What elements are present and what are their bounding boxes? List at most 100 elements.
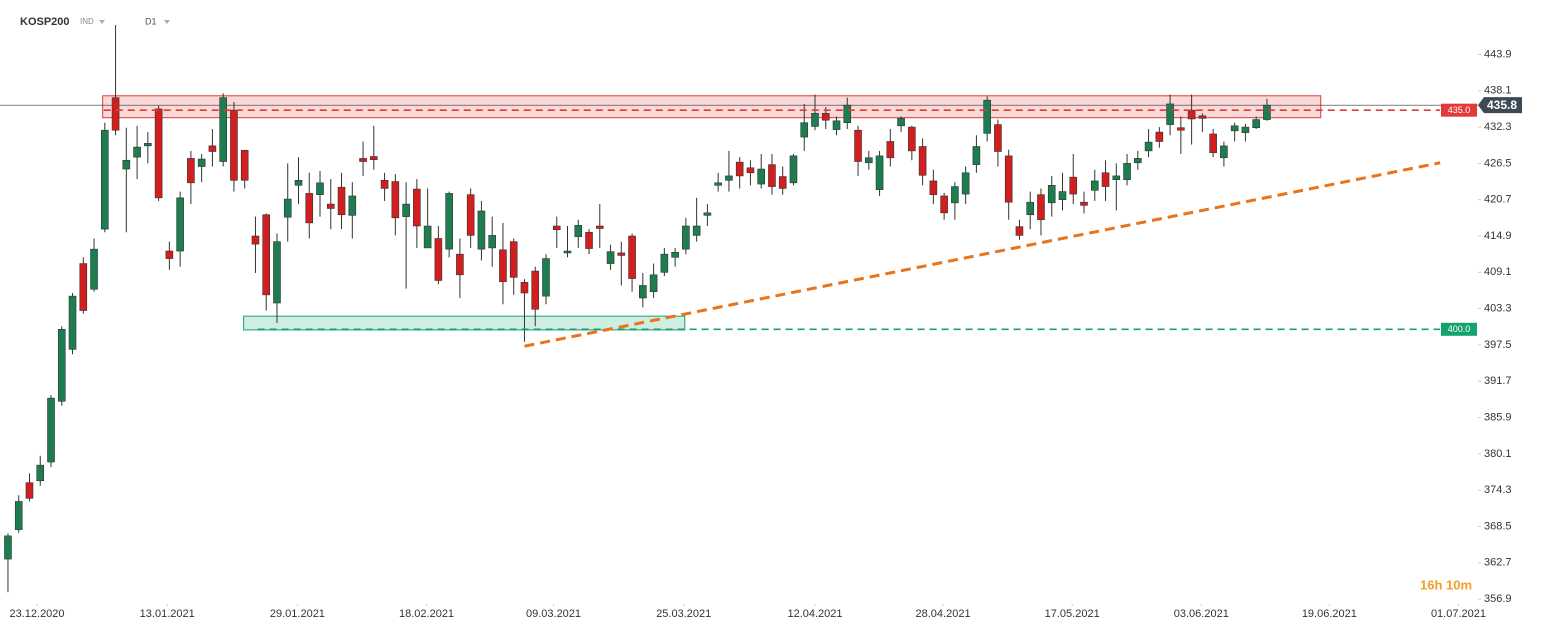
candle-body	[370, 156, 378, 160]
candle-body	[886, 141, 895, 159]
candle-body	[326, 203, 335, 209]
candle-body	[1144, 141, 1153, 152]
candle-body	[1177, 127, 1185, 131]
candle-body	[154, 108, 163, 199]
candle-body	[305, 193, 314, 224]
interval[interactable]: D1	[145, 16, 157, 26]
candle-body	[843, 104, 852, 124]
candle-body	[1015, 226, 1024, 236]
candle-body	[57, 328, 66, 402]
y-tick-label: 368.5	[1484, 520, 1512, 532]
candle-body	[940, 195, 948, 214]
dropdown-arrow[interactable]	[99, 20, 105, 24]
y-tick-label: 362.7	[1484, 557, 1512, 569]
candle-body	[316, 182, 324, 195]
y-tick-label: 374.3	[1484, 484, 1512, 496]
candle-body	[865, 157, 873, 164]
x-tick-label: 19.06.2021	[1302, 608, 1357, 620]
candle-body	[144, 143, 152, 147]
candle-body	[79, 263, 88, 311]
level-tag	[1441, 322, 1477, 336]
y-tick-label: 403.3	[1484, 303, 1512, 315]
candle-body	[466, 194, 475, 236]
candle-body	[1241, 126, 1250, 134]
candle-body	[972, 146, 981, 165]
candle-body	[456, 253, 464, 276]
candle-body	[897, 118, 905, 127]
candle-body	[983, 99, 991, 134]
candle-body	[402, 203, 410, 217]
candle-body	[1004, 155, 1013, 203]
candle-body	[47, 397, 55, 463]
candle-body	[606, 251, 615, 264]
candle-body	[1155, 131, 1164, 142]
candle-body	[445, 193, 453, 250]
last-price-label: 435.8	[1487, 98, 1517, 112]
zone	[102, 95, 1322, 119]
candle-body	[703, 212, 712, 216]
candle-body	[617, 252, 626, 256]
candle-body	[929, 180, 938, 195]
level-label: 435.0	[1448, 105, 1471, 115]
candle-body	[197, 158, 206, 167]
level-tag	[1441, 103, 1477, 117]
x-tick-label: 28.04.2021	[916, 608, 971, 620]
x-tick-label: 01.07.2021	[1431, 608, 1486, 620]
candle-body	[768, 164, 776, 187]
candle-body	[1187, 109, 1196, 120]
candle-body	[262, 214, 271, 296]
candle-body	[1123, 163, 1131, 180]
dropdown-arrow[interactable]	[164, 20, 170, 24]
candle-body	[122, 159, 131, 170]
candle-body	[563, 250, 572, 254]
candle-body	[714, 182, 722, 186]
candle-body	[778, 176, 787, 189]
candle-body	[574, 225, 583, 237]
instrument-type[interactable]: IND	[80, 17, 94, 26]
candle-body	[671, 251, 679, 258]
x-tick-label: 12.04.2021	[787, 608, 842, 620]
candle-body	[219, 97, 227, 162]
candle-body	[413, 188, 421, 227]
candle-body	[520, 282, 529, 294]
x-tick-label: 18.02.2021	[399, 608, 454, 620]
candle-body	[251, 235, 260, 245]
candle-body	[380, 179, 389, 189]
candle-body	[111, 97, 120, 131]
y-tick-label: 356.9	[1484, 593, 1512, 605]
candle-body	[90, 248, 98, 290]
candle-body	[187, 158, 195, 184]
candle-body	[423, 225, 432, 249]
candle-body	[359, 158, 367, 162]
candle-body	[240, 149, 249, 181]
candle-body	[961, 172, 970, 195]
trendline	[524, 161, 1441, 348]
candle-body	[68, 295, 77, 350]
plot-area: 356.9 362.7 368.5 374.3 380.1 385.9 391.7 397.5…	[0, 25, 1512, 620]
candle-body	[477, 210, 486, 250]
candle-body	[25, 482, 34, 499]
candle-body	[176, 197, 184, 252]
candle-body	[746, 167, 755, 174]
candle-body	[1166, 103, 1174, 125]
y-tick-label: 397.5	[1484, 339, 1512, 351]
candle-body	[273, 241, 281, 304]
candle-body	[811, 113, 819, 127]
candle-body	[1134, 158, 1142, 164]
candle-body	[499, 249, 507, 283]
candle-body	[649, 274, 658, 293]
candle-body	[1220, 145, 1228, 159]
y-tick-label: 385.9	[1484, 411, 1512, 423]
last-price-tag	[1478, 97, 1522, 114]
candle-body	[1198, 115, 1207, 119]
candle-body	[208, 145, 217, 152]
candle-body	[1037, 194, 1045, 221]
candle-body	[1101, 172, 1110, 187]
candle-body	[585, 231, 593, 249]
y-tick-label: 380.1	[1484, 448, 1512, 460]
x-tick-label: 29.01.2021	[270, 608, 325, 620]
y-tick-label: 426.5	[1484, 157, 1512, 169]
candle-body	[230, 109, 238, 181]
candle-body	[36, 464, 45, 482]
